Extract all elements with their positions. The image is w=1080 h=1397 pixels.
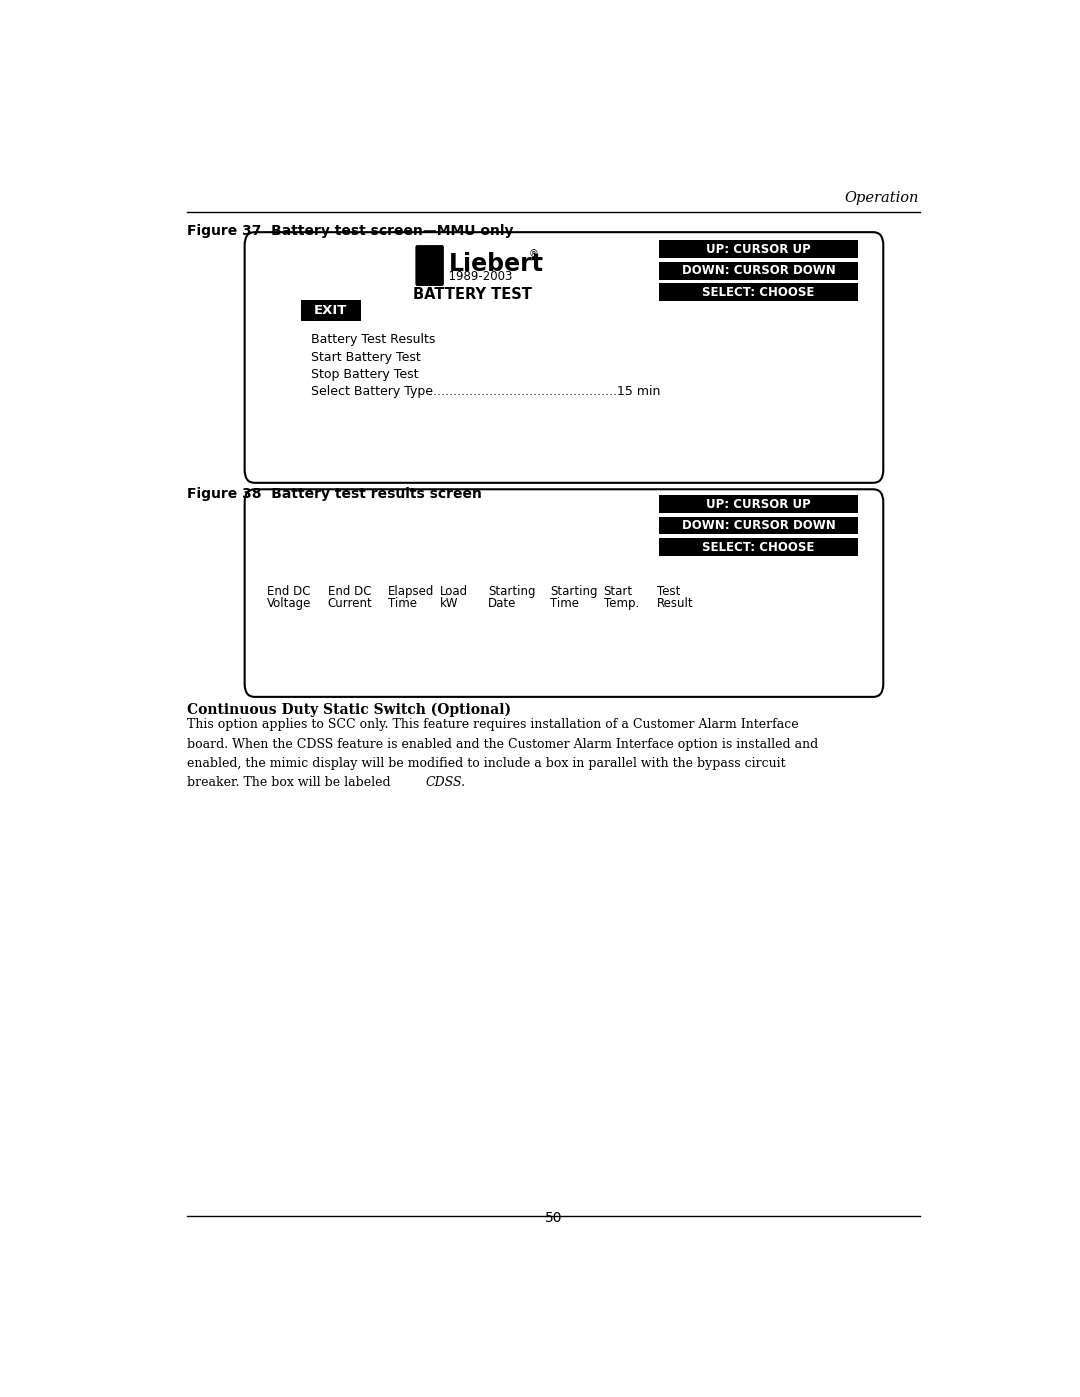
Text: Current: Current bbox=[327, 597, 373, 610]
Text: Time: Time bbox=[550, 597, 579, 610]
Text: Start: Start bbox=[604, 585, 633, 598]
Bar bbox=[659, 495, 859, 513]
Text: breaker. The box will be labeled: breaker. The box will be labeled bbox=[187, 777, 394, 789]
Text: Temp.: Temp. bbox=[604, 597, 639, 610]
FancyBboxPatch shape bbox=[416, 244, 444, 286]
Text: board. When the CDSS feature is enabled and the Customer Alarm Interface option : board. When the CDSS feature is enabled … bbox=[187, 738, 819, 750]
Bar bbox=[659, 538, 859, 556]
Text: UP: CURSOR UP: UP: CURSOR UP bbox=[706, 497, 811, 510]
Bar bbox=[300, 300, 361, 321]
Text: BATTERY TEST: BATTERY TEST bbox=[413, 286, 531, 302]
Text: kW: kW bbox=[440, 597, 458, 610]
Text: Test: Test bbox=[658, 585, 680, 598]
Text: SELECT: CHOOSE: SELECT: CHOOSE bbox=[702, 285, 814, 299]
Text: Figure 38  Battery test results screen: Figure 38 Battery test results screen bbox=[187, 488, 482, 502]
Text: Starting: Starting bbox=[550, 585, 597, 598]
Text: 50: 50 bbox=[544, 1211, 563, 1225]
Bar bbox=[659, 284, 859, 300]
Text: End DC: End DC bbox=[267, 585, 311, 598]
Text: Elapsed: Elapsed bbox=[388, 585, 434, 598]
Text: Operation: Operation bbox=[845, 191, 918, 205]
Text: Select Battery Type..............................................15 min: Select Battery Type.....................… bbox=[311, 386, 660, 398]
Text: Date: Date bbox=[488, 597, 516, 610]
Text: © 1989-2003: © 1989-2003 bbox=[433, 270, 512, 282]
FancyBboxPatch shape bbox=[245, 489, 883, 697]
Text: Figure 37  Battery test screen—MMU only: Figure 37 Battery test screen—MMU only bbox=[187, 224, 513, 237]
Text: Load: Load bbox=[440, 585, 468, 598]
Text: EXIT: EXIT bbox=[314, 305, 348, 317]
Text: CDSS.: CDSS. bbox=[426, 777, 465, 789]
Text: SELECT: CHOOSE: SELECT: CHOOSE bbox=[702, 541, 814, 553]
Text: DOWN: CURSOR DOWN: DOWN: CURSOR DOWN bbox=[681, 520, 836, 532]
Text: Start Battery Test: Start Battery Test bbox=[311, 351, 420, 363]
Text: DOWN: CURSOR DOWN: DOWN: CURSOR DOWN bbox=[681, 264, 836, 277]
Text: Starting: Starting bbox=[488, 585, 536, 598]
FancyBboxPatch shape bbox=[245, 232, 883, 483]
Text: Time: Time bbox=[388, 597, 417, 610]
Text: End DC: End DC bbox=[327, 585, 372, 598]
Text: Continuous Duty Static Switch (Optional): Continuous Duty Static Switch (Optional) bbox=[187, 703, 511, 717]
Bar bbox=[659, 261, 859, 279]
Text: ®: ® bbox=[528, 249, 538, 258]
Bar bbox=[659, 240, 859, 258]
Text: Stop Battery Test: Stop Battery Test bbox=[311, 367, 418, 381]
Text: Voltage: Voltage bbox=[267, 597, 312, 610]
Text: Battery Test Results: Battery Test Results bbox=[311, 334, 435, 346]
Text: Result: Result bbox=[658, 597, 694, 610]
Text: Liebert: Liebert bbox=[449, 253, 544, 277]
Text: UP: CURSOR UP: UP: CURSOR UP bbox=[706, 243, 811, 256]
Text: This option applies to SCC only. This feature requires installation of a Custome: This option applies to SCC only. This fe… bbox=[187, 718, 798, 732]
Text: enabled, the mimic display will be modified to include a box in parallel with th: enabled, the mimic display will be modif… bbox=[187, 757, 785, 770]
Bar bbox=[659, 517, 859, 535]
